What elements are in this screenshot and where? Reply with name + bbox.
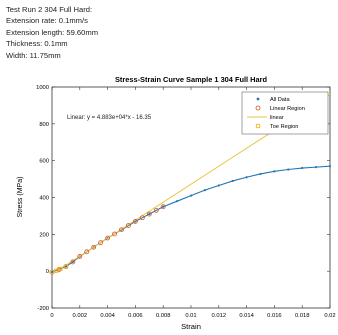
linear-region-point	[160, 204, 166, 210]
legend: All Data Linear Region linear Toe Region	[241, 91, 329, 135]
legend-marker-all-data	[256, 97, 260, 101]
legend-label-linear: linear	[270, 115, 284, 121]
chart-title: Stress-Strain Curve Sample 1 304 Full Ha…	[115, 75, 267, 84]
info-line: Test Run 2 304 Full Hard:	[6, 5, 93, 14]
all-data-point	[176, 200, 179, 203]
all-data-point	[315, 166, 318, 169]
info-line: Width: 11.75mm	[6, 50, 61, 60]
linear-region-point	[105, 235, 110, 241]
all-data-point	[50, 270, 54, 274]
x-tick-label: 0.02	[324, 313, 335, 319]
linear-region-point	[132, 219, 138, 224]
all-data-point	[301, 166, 304, 170]
linear-region-point	[153, 207, 159, 213]
linear-region-point	[139, 215, 145, 221]
y-tick-label: 800	[39, 122, 49, 128]
legend-label-toe-region: Toe Region	[270, 124, 298, 130]
axis-ticks: 0 0.002 0.004 0.006 0.008 0.01 0.012 0.014 0.016…	[36, 85, 336, 319]
y-tick-label: 0	[46, 269, 49, 275]
linear-region-point	[126, 223, 131, 228]
x-axis-label: Strain	[181, 322, 201, 331]
linear-region-point	[112, 231, 117, 237]
linear-region-point	[84, 249, 90, 255]
x-tick-label: 0.008	[156, 313, 171, 319]
legend-marker-toe-region	[255, 123, 261, 129]
legend-marker-linear-region	[255, 105, 261, 111]
linear-region-point	[91, 244, 97, 250]
all-data-point	[189, 194, 193, 197]
y-tick-label: 600	[39, 159, 49, 165]
x-tick-label: 0.01	[185, 313, 196, 319]
linear-region-point	[98, 240, 104, 246]
x-tick-label: 0.004	[100, 313, 115, 319]
info-line: Thickness: 0.1mm	[6, 39, 68, 49]
x-tick-label: 0.016	[267, 313, 282, 319]
linear-region-point	[146, 211, 152, 217]
all-data-point	[245, 176, 248, 179]
x-tick-label: 0.006	[128, 313, 143, 319]
all-data-point	[287, 168, 290, 171]
linear-region-point	[70, 259, 76, 265]
all-data-point	[273, 170, 276, 173]
legend-label-all-data: All Data	[270, 97, 290, 103]
x-tick-label: 0.018	[295, 313, 310, 319]
all-data-point	[231, 179, 234, 183]
all-data-point	[217, 184, 220, 187]
toe-region-point	[54, 268, 59, 273]
info-line: Extension rate: 0.1mm/s	[6, 16, 88, 26]
toe-region-point	[58, 266, 63, 272]
all-data-point	[162, 205, 165, 208]
info-line: Extension length: 59.60mm	[6, 27, 99, 37]
y-axis-label: Stress (MPa)	[17, 177, 24, 218]
fit-annotation: Linear: y = 4.883e+04*x - 16.35	[67, 115, 152, 121]
all-data-point	[259, 172, 262, 176]
all-data-point	[203, 189, 206, 192]
y-tick-label: 200	[39, 232, 49, 238]
test-info: Test Run 2 304 Full Hard: Extension rate…	[6, 4, 98, 61]
all-data-point	[328, 165, 332, 168]
toe-region-point	[49, 269, 55, 275]
linear-region-point	[77, 254, 83, 259]
x-tick-label: 0.014	[239, 313, 254, 319]
legend-label-linear-region: Linear Region	[270, 106, 305, 112]
all-data-point	[148, 212, 151, 216]
x-tick-label: 0.012	[212, 313, 227, 319]
y-tick-label: -200	[37, 306, 49, 312]
linear-region-point	[119, 227, 124, 233]
x-tick-label: 0	[50, 313, 53, 319]
toe-region-point	[63, 264, 68, 269]
y-tick-label: 400	[39, 196, 49, 202]
y-tick-label: 1000	[36, 85, 49, 91]
x-tick-label: 0.002	[73, 313, 88, 319]
